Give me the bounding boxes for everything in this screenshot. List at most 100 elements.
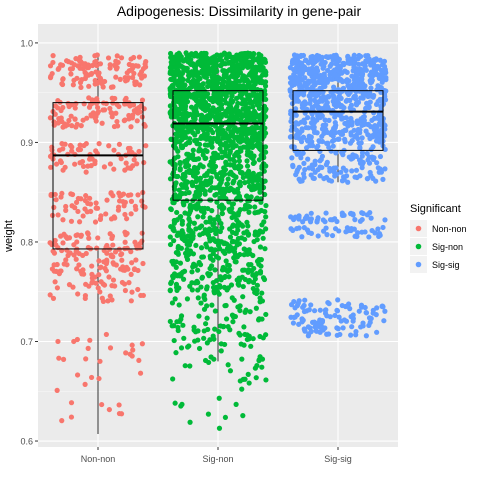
data-point [67, 66, 74, 72]
data-point [257, 354, 263, 360]
data-point [178, 213, 184, 220]
data-point [197, 125, 204, 131]
data-point [211, 59, 218, 65]
data-point [140, 260, 146, 267]
data-point [226, 274, 232, 280]
data-point [141, 159, 147, 166]
data-point [359, 135, 365, 141]
data-point [348, 115, 354, 122]
data-point [237, 378, 243, 384]
data-point [182, 363, 188, 369]
data-point [340, 115, 346, 121]
data-point [354, 76, 360, 82]
data-point [177, 92, 183, 98]
data-point [212, 308, 218, 314]
data-point [87, 201, 94, 207]
data-point [94, 80, 100, 87]
data-point [363, 333, 369, 339]
data-point [364, 176, 370, 182]
data-point [322, 59, 328, 66]
data-point [327, 76, 333, 82]
data-point [335, 297, 341, 303]
data-point [105, 298, 111, 304]
data-point [211, 217, 217, 223]
data-point [183, 160, 189, 167]
data-point [205, 127, 211, 133]
data-point [240, 413, 246, 419]
data-point [241, 230, 247, 236]
data-point [306, 331, 312, 337]
data-point [172, 106, 179, 112]
data-point [185, 77, 191, 83]
data-point [54, 387, 60, 393]
data-point [223, 55, 230, 61]
data-point [141, 121, 147, 128]
data-point [86, 283, 92, 289]
data-point [245, 148, 251, 155]
data-point [68, 71, 74, 77]
data-point [232, 164, 238, 170]
data-point [321, 83, 328, 89]
data-point [315, 143, 321, 149]
data-point [311, 319, 318, 325]
data-point [78, 233, 84, 239]
data-point [382, 166, 388, 172]
data-point [82, 295, 88, 302]
data-point [236, 136, 243, 142]
data-point [212, 74, 218, 80]
data-point [317, 307, 323, 313]
data-point [136, 148, 142, 155]
data-point [73, 256, 79, 262]
data-point [96, 375, 102, 382]
data-point [170, 376, 176, 382]
data-point [63, 58, 70, 64]
data-point [55, 120, 61, 126]
data-point [229, 229, 236, 235]
data-point [229, 312, 236, 318]
data-point [361, 61, 367, 67]
data-point [141, 106, 147, 112]
data-point [222, 240, 228, 246]
data-point [195, 204, 202, 210]
data-point [136, 357, 142, 364]
data-point [224, 133, 230, 139]
data-point [262, 83, 269, 89]
data-point [257, 244, 264, 250]
data-point [94, 245, 100, 251]
data-point [200, 135, 206, 141]
data-point [92, 59, 98, 65]
data-point [295, 132, 301, 138]
data-point [352, 83, 358, 90]
data-point [208, 246, 214, 252]
data-point [81, 101, 87, 107]
data-point [93, 100, 100, 107]
data-point [292, 214, 298, 220]
data-point [63, 207, 69, 213]
data-point [74, 266, 80, 272]
data-point [252, 204, 258, 210]
data-point [368, 146, 374, 153]
legend-swatch [415, 261, 422, 268]
data-point [89, 70, 95, 77]
data-point [190, 264, 196, 270]
data-point [191, 220, 197, 226]
data-point [257, 270, 264, 276]
data-point [257, 117, 263, 123]
data-point [80, 213, 86, 219]
data-point [252, 289, 258, 295]
data-point [167, 241, 174, 248]
data-point [212, 247, 218, 253]
data-point [209, 155, 215, 161]
data-point [56, 271, 62, 277]
data-point [250, 336, 256, 342]
data-point [102, 265, 108, 272]
box-non-non [52, 102, 144, 250]
data-point [78, 123, 84, 129]
data-point [258, 125, 264, 131]
data-point [178, 345, 185, 351]
data-point [302, 297, 308, 303]
data-point [302, 75, 308, 81]
data-point [117, 76, 123, 82]
data-point [258, 133, 264, 139]
data-point [382, 97, 389, 103]
